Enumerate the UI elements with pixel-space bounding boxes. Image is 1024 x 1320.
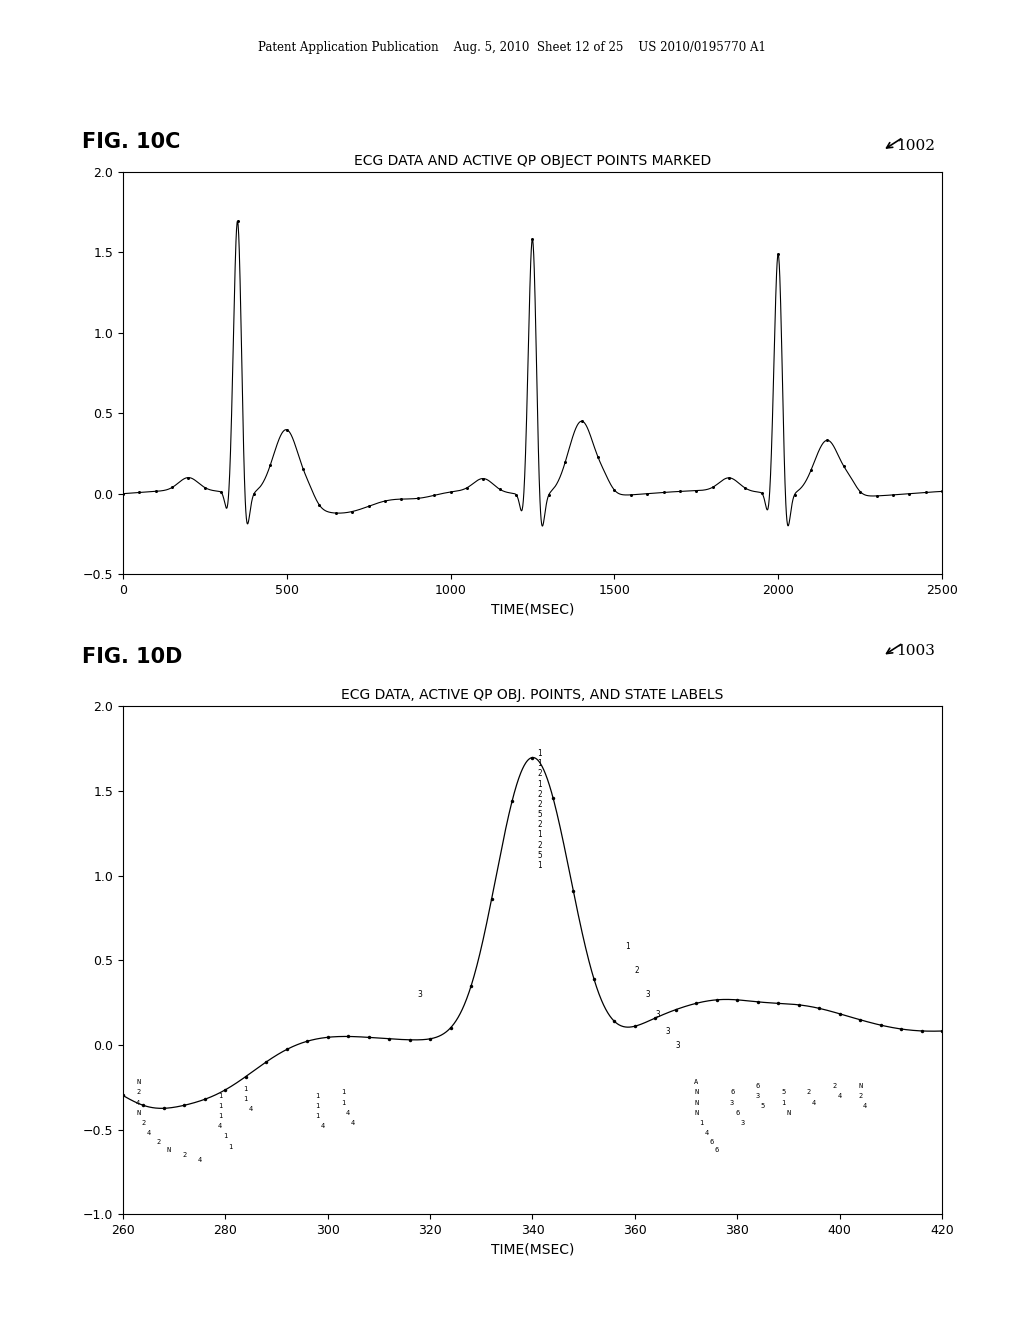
Text: 1: 1 bbox=[223, 1134, 227, 1139]
Text: 5: 5 bbox=[761, 1104, 765, 1109]
Text: 6: 6 bbox=[735, 1110, 739, 1115]
Text: 2: 2 bbox=[538, 841, 543, 850]
Text: 6: 6 bbox=[710, 1139, 714, 1144]
Text: 3: 3 bbox=[756, 1093, 760, 1098]
Text: 1: 1 bbox=[244, 1086, 248, 1092]
Text: 1: 1 bbox=[218, 1093, 222, 1098]
Text: 5: 5 bbox=[781, 1089, 785, 1096]
Text: 3: 3 bbox=[676, 1040, 681, 1049]
Text: 5: 5 bbox=[538, 810, 543, 820]
Text: 1: 1 bbox=[341, 1100, 345, 1106]
X-axis label: TIME(MSEC): TIME(MSEC) bbox=[490, 1242, 574, 1257]
Text: N: N bbox=[167, 1147, 171, 1154]
Text: 2: 2 bbox=[833, 1082, 837, 1089]
Text: 1: 1 bbox=[315, 1104, 319, 1109]
Text: 1: 1 bbox=[218, 1113, 222, 1119]
Text: 4: 4 bbox=[812, 1100, 816, 1106]
Text: 2: 2 bbox=[538, 820, 543, 829]
Text: 2: 2 bbox=[538, 770, 543, 779]
Text: FIG. 10D: FIG. 10D bbox=[82, 647, 182, 667]
X-axis label: TIME(MSEC): TIME(MSEC) bbox=[490, 602, 574, 616]
Title: ECG DATA AND ACTIVE QP OBJECT POINTS MARKED: ECG DATA AND ACTIVE QP OBJECT POINTS MAR… bbox=[354, 153, 711, 168]
Text: 6: 6 bbox=[756, 1082, 760, 1089]
Text: N: N bbox=[694, 1100, 698, 1106]
Text: 3: 3 bbox=[655, 1010, 660, 1019]
Text: A: A bbox=[694, 1080, 698, 1085]
Text: FIG. 10C: FIG. 10C bbox=[82, 132, 180, 152]
Text: 1: 1 bbox=[244, 1096, 248, 1102]
Text: 4: 4 bbox=[346, 1110, 350, 1115]
Text: 6: 6 bbox=[715, 1147, 719, 1154]
Text: 4: 4 bbox=[198, 1158, 202, 1163]
Text: 4: 4 bbox=[705, 1130, 709, 1137]
Text: 1: 1 bbox=[228, 1143, 232, 1150]
Text: 1: 1 bbox=[538, 759, 543, 768]
Text: 1: 1 bbox=[538, 750, 543, 758]
Text: 4: 4 bbox=[351, 1119, 355, 1126]
Text: 2: 2 bbox=[157, 1139, 161, 1144]
Text: 4: 4 bbox=[218, 1123, 222, 1130]
Text: N: N bbox=[136, 1080, 140, 1085]
Text: 1: 1 bbox=[625, 942, 630, 952]
Text: 2: 2 bbox=[538, 800, 543, 809]
Text: 2: 2 bbox=[538, 789, 543, 799]
Text: N: N bbox=[694, 1110, 698, 1115]
Text: 3: 3 bbox=[645, 990, 650, 999]
Text: 1: 1 bbox=[218, 1104, 222, 1109]
Text: 1: 1 bbox=[315, 1113, 319, 1119]
Text: 2: 2 bbox=[858, 1093, 862, 1098]
Text: 1002: 1002 bbox=[896, 139, 935, 153]
Text: 3: 3 bbox=[666, 1027, 671, 1036]
Text: 1: 1 bbox=[538, 830, 543, 840]
Text: N: N bbox=[786, 1110, 791, 1115]
Text: 2: 2 bbox=[635, 966, 640, 975]
Text: 2: 2 bbox=[807, 1089, 811, 1096]
Text: 6: 6 bbox=[730, 1089, 734, 1096]
Title: ECG DATA, ACTIVE QP OBJ. POINTS, AND STATE LABELS: ECG DATA, ACTIVE QP OBJ. POINTS, AND STA… bbox=[341, 688, 724, 702]
Text: Patent Application Publication    Aug. 5, 2010  Sheet 12 of 25    US 2010/019577: Patent Application Publication Aug. 5, 2… bbox=[258, 41, 766, 54]
Text: 2: 2 bbox=[182, 1152, 186, 1158]
Text: 4: 4 bbox=[321, 1123, 325, 1130]
Text: 4: 4 bbox=[136, 1100, 140, 1106]
Text: 5: 5 bbox=[538, 851, 543, 859]
Text: N: N bbox=[136, 1110, 140, 1115]
Text: 1: 1 bbox=[781, 1100, 785, 1106]
Text: 1: 1 bbox=[341, 1089, 345, 1096]
Text: 4: 4 bbox=[863, 1104, 867, 1109]
Text: N: N bbox=[694, 1089, 698, 1096]
Text: 1: 1 bbox=[315, 1093, 319, 1098]
Text: 4: 4 bbox=[146, 1130, 151, 1137]
Text: 3: 3 bbox=[418, 990, 422, 999]
Text: 1: 1 bbox=[699, 1119, 703, 1126]
Text: 1: 1 bbox=[538, 780, 543, 788]
Text: 4: 4 bbox=[838, 1093, 842, 1098]
Text: 2: 2 bbox=[136, 1089, 140, 1096]
Text: 4: 4 bbox=[249, 1106, 253, 1113]
Text: 1: 1 bbox=[538, 861, 543, 870]
Text: N: N bbox=[858, 1082, 862, 1089]
Text: 3: 3 bbox=[730, 1100, 734, 1106]
Text: 1003: 1003 bbox=[896, 644, 935, 659]
Text: 3: 3 bbox=[740, 1119, 744, 1126]
Text: 2: 2 bbox=[141, 1119, 145, 1126]
